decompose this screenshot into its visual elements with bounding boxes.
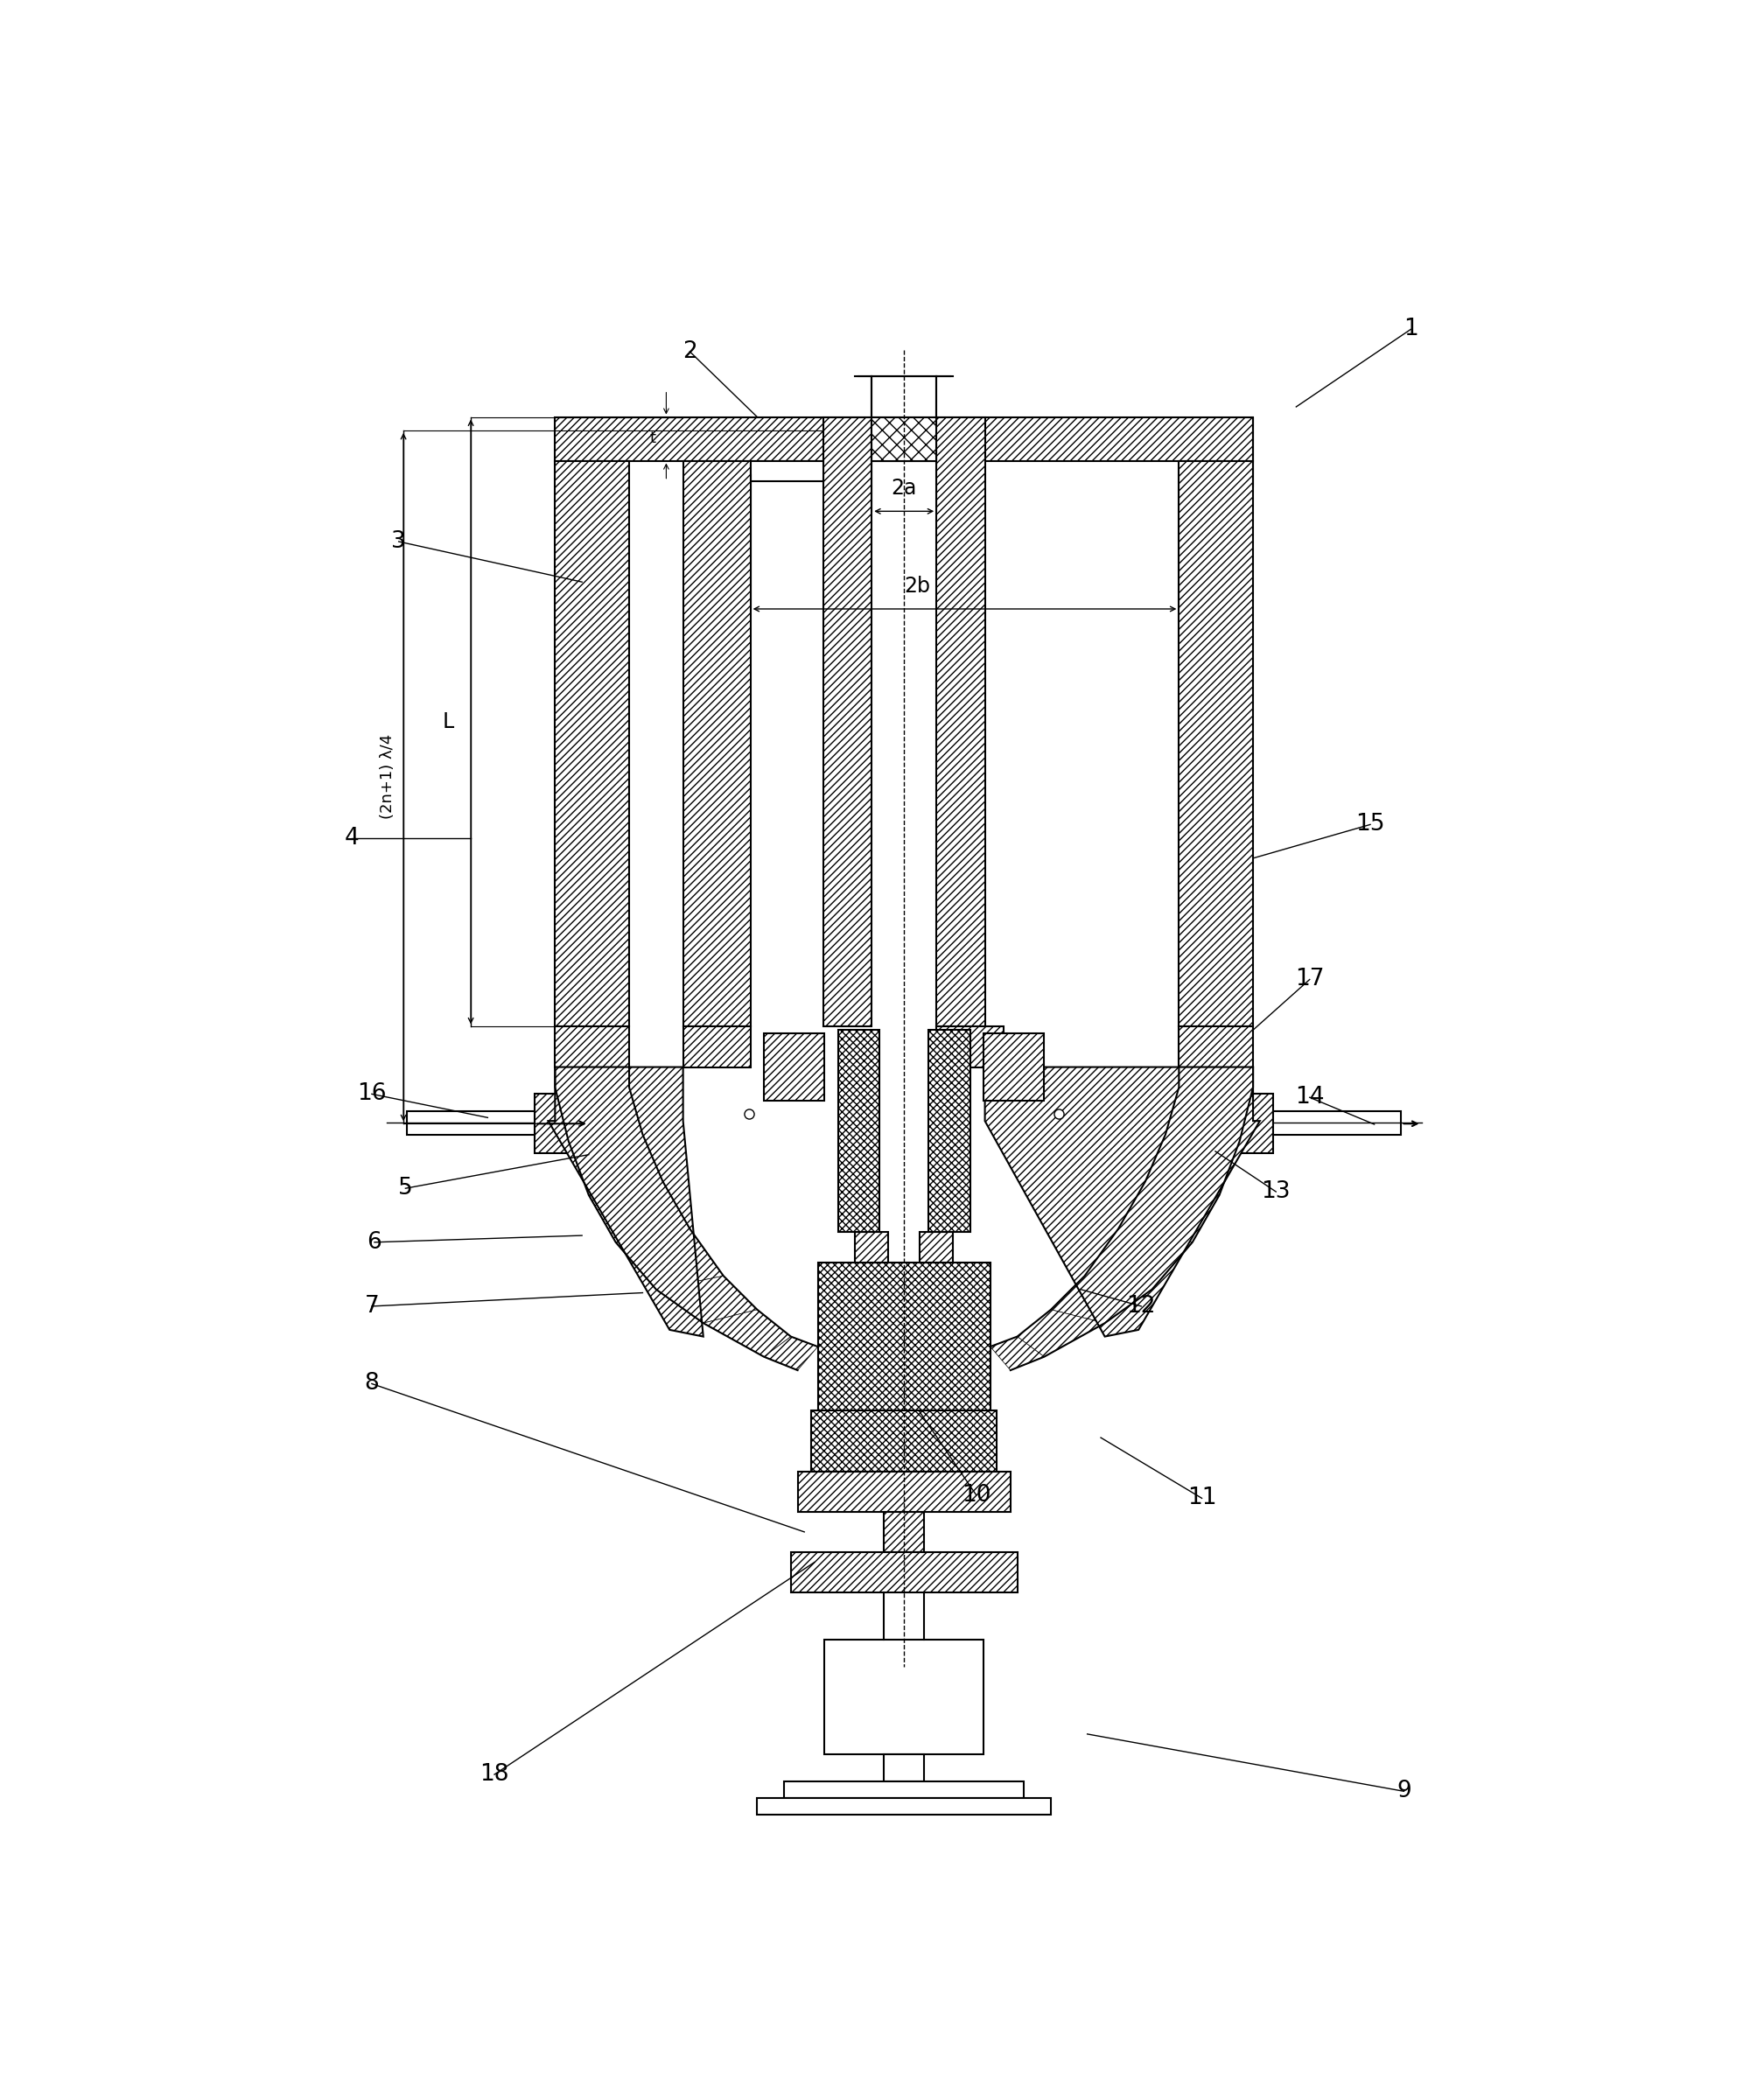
- Bar: [824, 418, 871, 1026]
- Bar: [1166, 1094, 1274, 1152]
- Text: 1: 1: [1404, 317, 1418, 340]
- Bar: [797, 1471, 1011, 1511]
- Bar: [856, 1232, 889, 1261]
- Text: 2b: 2b: [905, 575, 931, 596]
- Text: t: t: [649, 430, 656, 447]
- Bar: [764, 1033, 824, 1100]
- Bar: [811, 1411, 997, 1471]
- Text: 10: 10: [961, 1484, 991, 1507]
- Bar: [919, 1232, 953, 1261]
- Text: 16: 16: [356, 1083, 386, 1106]
- Polygon shape: [1018, 1310, 1104, 1356]
- Bar: [871, 418, 937, 460]
- Polygon shape: [556, 1066, 630, 1087]
- Text: 5: 5: [399, 1178, 413, 1201]
- Text: 2: 2: [683, 340, 697, 363]
- Bar: [984, 1033, 1044, 1100]
- Bar: [884, 1511, 924, 1551]
- Text: 7: 7: [365, 1295, 379, 1318]
- Text: 4: 4: [344, 827, 358, 850]
- Text: 9: 9: [1397, 1780, 1411, 1803]
- Bar: [407, 1110, 534, 1133]
- Polygon shape: [616, 1228, 723, 1289]
- Text: 13: 13: [1261, 1180, 1291, 1203]
- Polygon shape: [556, 1087, 642, 1142]
- Bar: [556, 460, 630, 1026]
- Bar: [1274, 1110, 1401, 1133]
- Polygon shape: [1085, 1228, 1192, 1289]
- Bar: [556, 418, 1252, 460]
- Text: L: L: [443, 712, 453, 733]
- Polygon shape: [1178, 1066, 1252, 1087]
- Bar: [757, 1799, 1051, 1816]
- Polygon shape: [1051, 1276, 1152, 1322]
- Text: 17: 17: [1295, 968, 1325, 991]
- Bar: [750, 460, 824, 481]
- Bar: [683, 460, 750, 1026]
- Bar: [937, 418, 984, 1026]
- Polygon shape: [589, 1182, 690, 1243]
- Polygon shape: [1118, 1182, 1219, 1243]
- Text: 15: 15: [1355, 812, 1385, 835]
- Polygon shape: [704, 1310, 790, 1356]
- Text: 12: 12: [1127, 1295, 1155, 1318]
- Text: 14: 14: [1295, 1085, 1325, 1108]
- Text: (2n+1) λ/4: (2n+1) λ/4: [379, 735, 395, 819]
- Bar: [790, 1551, 1018, 1593]
- Polygon shape: [764, 1337, 818, 1371]
- Polygon shape: [656, 1276, 757, 1322]
- Polygon shape: [990, 1337, 1044, 1371]
- Text: 2a: 2a: [891, 479, 917, 500]
- Bar: [785, 1782, 1023, 1799]
- Polygon shape: [568, 1133, 663, 1194]
- Bar: [534, 1094, 642, 1152]
- Text: 8: 8: [365, 1373, 379, 1396]
- Bar: [884, 1755, 924, 1782]
- Text: 11: 11: [1187, 1486, 1217, 1509]
- Bar: [824, 1639, 984, 1755]
- Bar: [937, 1026, 1004, 1066]
- Polygon shape: [1166, 1087, 1252, 1142]
- Polygon shape: [1145, 1133, 1240, 1194]
- Bar: [818, 1261, 990, 1411]
- Bar: [928, 1031, 970, 1232]
- Polygon shape: [549, 1066, 704, 1337]
- Text: 6: 6: [367, 1230, 381, 1253]
- Bar: [1178, 1026, 1252, 1066]
- Bar: [1178, 460, 1252, 1026]
- Polygon shape: [984, 1066, 1259, 1337]
- Bar: [838, 1031, 880, 1232]
- Text: 18: 18: [480, 1763, 510, 1786]
- Bar: [556, 1026, 630, 1066]
- Text: 3: 3: [392, 531, 406, 552]
- Bar: [683, 1026, 750, 1066]
